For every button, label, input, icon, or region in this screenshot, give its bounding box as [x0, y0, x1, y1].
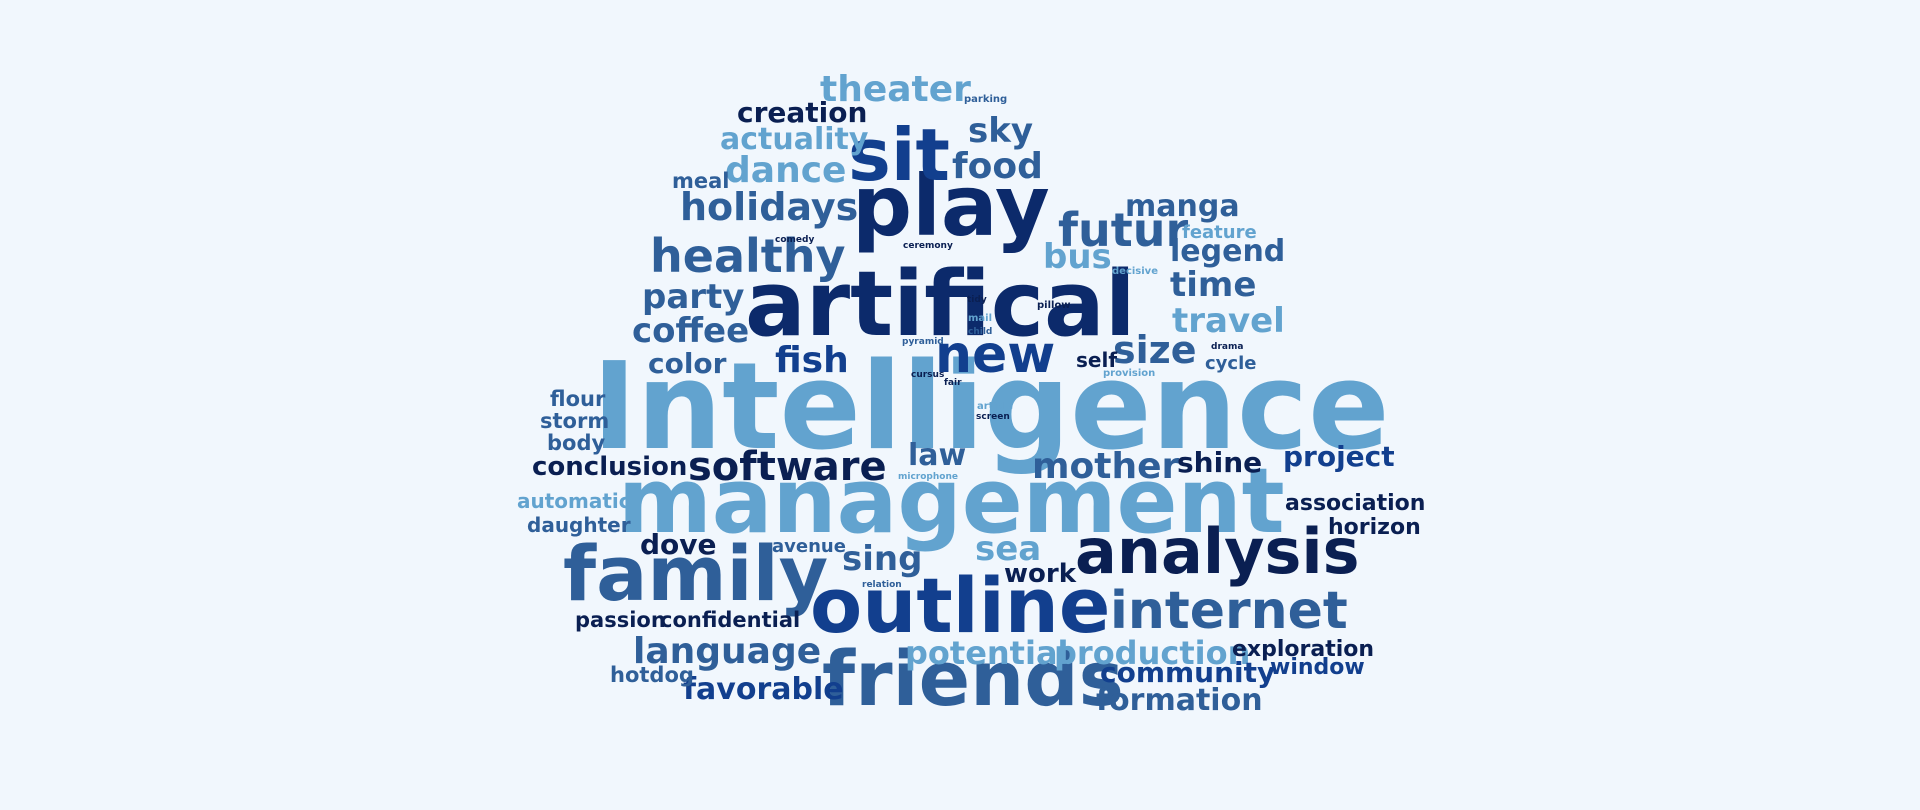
- word: meal: [672, 169, 730, 193]
- word: sit: [848, 113, 950, 197]
- word: color: [648, 347, 727, 380]
- word: travel: [1172, 301, 1285, 341]
- word: mail: [968, 313, 992, 324]
- word: party: [642, 277, 744, 317]
- word: article: [977, 401, 1013, 412]
- word: drama: [1211, 342, 1243, 352]
- word: bus: [1043, 237, 1112, 277]
- word: microphone: [898, 472, 958, 482]
- word: community: [1100, 656, 1275, 689]
- word: exploration: [1232, 637, 1374, 662]
- word: feature: [1182, 222, 1257, 243]
- word: coffee: [632, 311, 749, 351]
- word: sky: [968, 111, 1033, 151]
- word: daughter: [527, 513, 631, 537]
- word: mother: [1032, 446, 1179, 487]
- word: cycle: [1205, 353, 1256, 374]
- word: pillow: [1037, 300, 1071, 311]
- word: comedy: [775, 235, 814, 245]
- word: confidential: [660, 608, 800, 632]
- word: tidy: [967, 295, 987, 305]
- word: fair: [944, 378, 962, 388]
- word: passion: [575, 608, 666, 632]
- word: holidays: [680, 185, 858, 229]
- word: decisive: [1112, 266, 1158, 277]
- word: actuality: [720, 122, 869, 157]
- word: provision: [1103, 368, 1155, 379]
- word: sing: [842, 539, 922, 579]
- word: time: [1170, 265, 1256, 305]
- word: size: [1113, 328, 1197, 372]
- word: artifical: [745, 252, 1136, 357]
- word: body: [547, 431, 605, 455]
- word: self: [1076, 348, 1117, 372]
- word: sea: [975, 529, 1041, 569]
- word: work: [1004, 559, 1077, 589]
- word: management: [618, 449, 1285, 554]
- word: horizon: [1328, 515, 1421, 540]
- word: dove: [640, 528, 717, 561]
- word: flour: [550, 387, 606, 411]
- word: window: [1270, 655, 1365, 680]
- word: dance: [725, 150, 846, 191]
- word: cursus: [911, 370, 944, 380]
- word: relation: [862, 580, 902, 590]
- word: avenue: [772, 536, 846, 557]
- word: play: [852, 157, 1050, 255]
- word: healthy: [650, 229, 845, 283]
- word: automatic: [517, 489, 631, 513]
- word: manga: [1125, 189, 1240, 224]
- word: language: [633, 631, 821, 672]
- word: analysis: [1075, 515, 1360, 588]
- word: family: [563, 529, 828, 618]
- word: formation: [1096, 683, 1263, 718]
- word: conclusion: [532, 452, 687, 482]
- word: production: [1054, 634, 1250, 672]
- word: association: [1285, 491, 1425, 516]
- word: food: [952, 146, 1043, 187]
- word: parking: [964, 94, 1007, 105]
- word: ceremony: [903, 241, 953, 251]
- word: storm: [540, 409, 609, 433]
- word: project: [1283, 440, 1395, 473]
- word: outline: [810, 561, 1110, 650]
- word: pyramid: [902, 337, 944, 347]
- word: Intelligence: [592, 338, 1389, 477]
- word: legend: [1170, 234, 1285, 269]
- word: fish: [775, 340, 849, 381]
- word: software: [688, 444, 887, 490]
- word: hotdog: [610, 663, 694, 687]
- word: law: [908, 438, 966, 473]
- word: favorable: [683, 672, 844, 707]
- word: futur: [1058, 203, 1188, 257]
- word: theater: [820, 69, 971, 110]
- word: potential: [905, 634, 1069, 672]
- word: friends: [822, 634, 1124, 723]
- word: internet: [1110, 581, 1348, 641]
- word: child: [968, 327, 992, 337]
- word: shine: [1177, 446, 1262, 479]
- word: new: [935, 325, 1055, 385]
- word: screen: [976, 412, 1010, 422]
- word: creation: [737, 96, 867, 129]
